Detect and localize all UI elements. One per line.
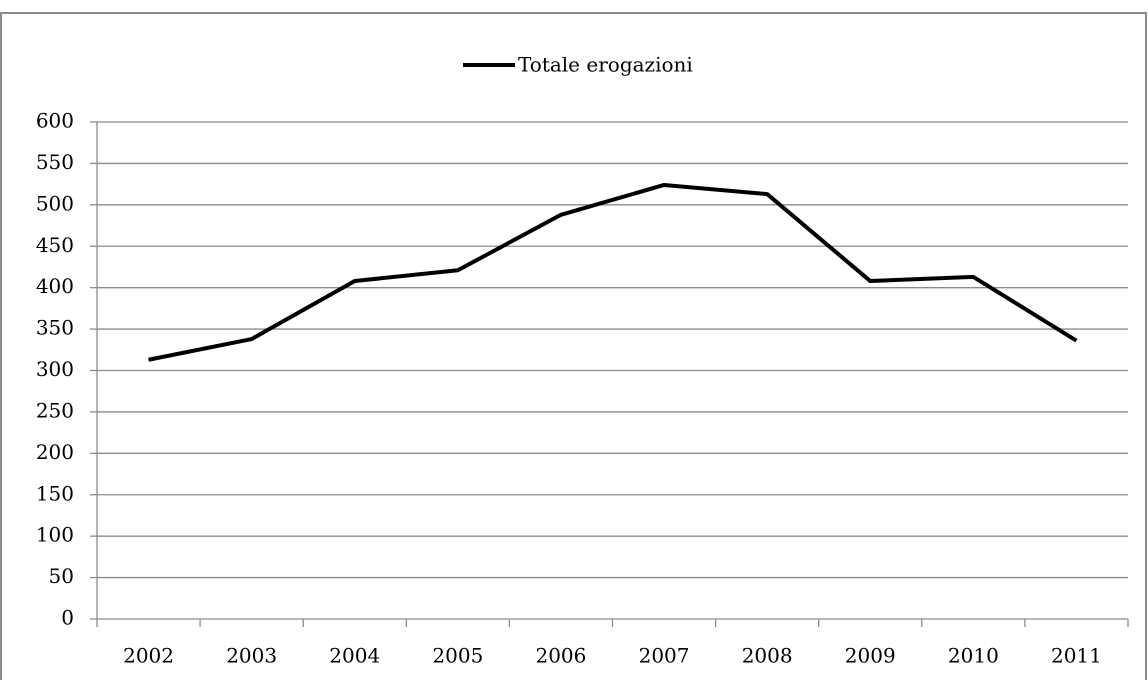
y-tick-label: 150 [36, 481, 74, 505]
x-tick-label: 2003 [226, 644, 277, 668]
data-line [148, 182, 1078, 362]
x-tick-label: 2011 [1051, 644, 1102, 668]
y-tick-label: 400 [36, 274, 74, 298]
y-tick-label: 350 [36, 316, 74, 340]
x-tick-label: 2005 [432, 644, 483, 668]
y-tick-label: 300 [36, 357, 74, 381]
x-tick-label: 2004 [329, 644, 380, 668]
x-tick-label: 2009 [845, 644, 896, 668]
y-tick-label: 500 [36, 191, 74, 215]
y-tick-label: 550 [36, 150, 74, 174]
y-tick-label: 450 [36, 233, 74, 257]
y-tick-label: 250 [36, 398, 74, 422]
x-tick-label: 2006 [535, 644, 586, 668]
x-tick-label: 2008 [742, 644, 793, 668]
y-tick-label: 600 [36, 109, 74, 133]
x-tick-label: 2007 [639, 644, 690, 668]
y-tick-label: 100 [36, 523, 74, 547]
chart-frame [0, 12, 1147, 680]
y-tick-label: 0 [61, 606, 74, 630]
y-tick-label: 50 [49, 564, 74, 588]
legend-label: Totale erogazioni [518, 53, 693, 77]
y-tick-label: 200 [36, 440, 74, 464]
x-tick-label: 2002 [123, 644, 174, 668]
x-tick-label: 2010 [948, 644, 999, 668]
